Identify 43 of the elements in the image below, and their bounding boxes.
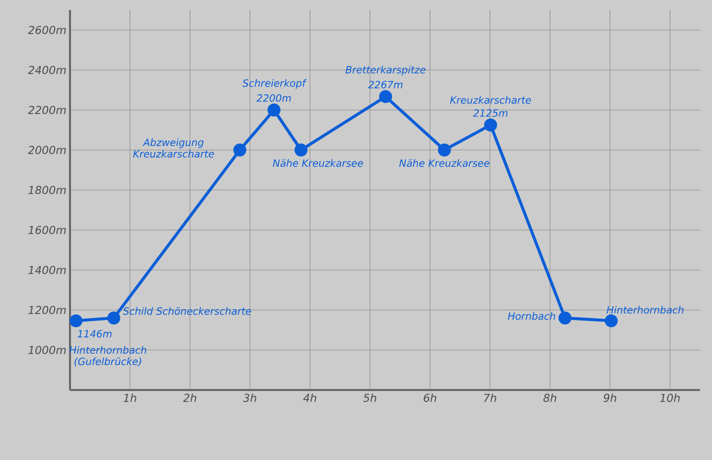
point <box>294 144 308 156</box>
data-label: 1146m <box>78 330 112 338</box>
x-tick-label: 2h <box>183 394 196 402</box>
point <box>379 90 392 104</box>
y-tick-label: 1600m <box>28 226 66 234</box>
x-tick-label: 6h <box>424 394 436 402</box>
x-tick-label: 7h <box>484 394 496 402</box>
y-tick-label: 2200m <box>28 106 66 114</box>
data-label: 2200m <box>256 94 291 102</box>
x-tick-label: 10h <box>660 394 680 402</box>
y-tick-label: 2600m <box>28 26 66 34</box>
annotation: Hornbach <box>508 312 556 320</box>
data-label: 2125m <box>473 109 508 117</box>
x-tick-label: 9h <box>604 394 616 402</box>
y-tick-label: 1200m <box>28 306 66 314</box>
point <box>70 314 82 328</box>
x-tick-label: 8h <box>543 394 556 402</box>
point <box>484 118 498 132</box>
y-tick-label: 2400m <box>28 66 66 74</box>
x-tick-label: 5h <box>363 394 376 402</box>
annotation: Schild Schöneckerscharte <box>123 307 252 315</box>
x-tick-label: 3h <box>243 394 256 402</box>
annotation: Kreuzkarscharte <box>450 96 531 104</box>
y-tick-label: 1000m <box>28 346 66 354</box>
annotation: Bretterkarspitze <box>346 66 426 76</box>
point <box>604 314 618 328</box>
point <box>268 104 280 116</box>
point <box>438 144 451 156</box>
x-tick-label: 1h <box>124 394 136 402</box>
point <box>107 312 120 324</box>
point <box>558 312 572 324</box>
annotation: Hinterhornbach <box>606 306 684 314</box>
annotation: Schreierkopf <box>242 79 307 89</box>
point <box>233 144 246 156</box>
y-tick-label: 2000m <box>28 146 66 154</box>
annotation: Nähe Kreuzkarsee <box>272 159 363 167</box>
x-tick-label: 4h <box>303 394 316 402</box>
data-label: 2267m <box>368 80 402 88</box>
annotation: Hinterhornbach (Gufelbrücke) <box>69 346 146 366</box>
y-tick-label: 1800m <box>28 186 66 194</box>
y-tick-label: 1400m <box>28 266 66 274</box>
annotation: Abzweigung Kreuzkarscharte <box>133 138 214 158</box>
annotation: Nähe Kreuzkarsee <box>399 159 490 167</box>
